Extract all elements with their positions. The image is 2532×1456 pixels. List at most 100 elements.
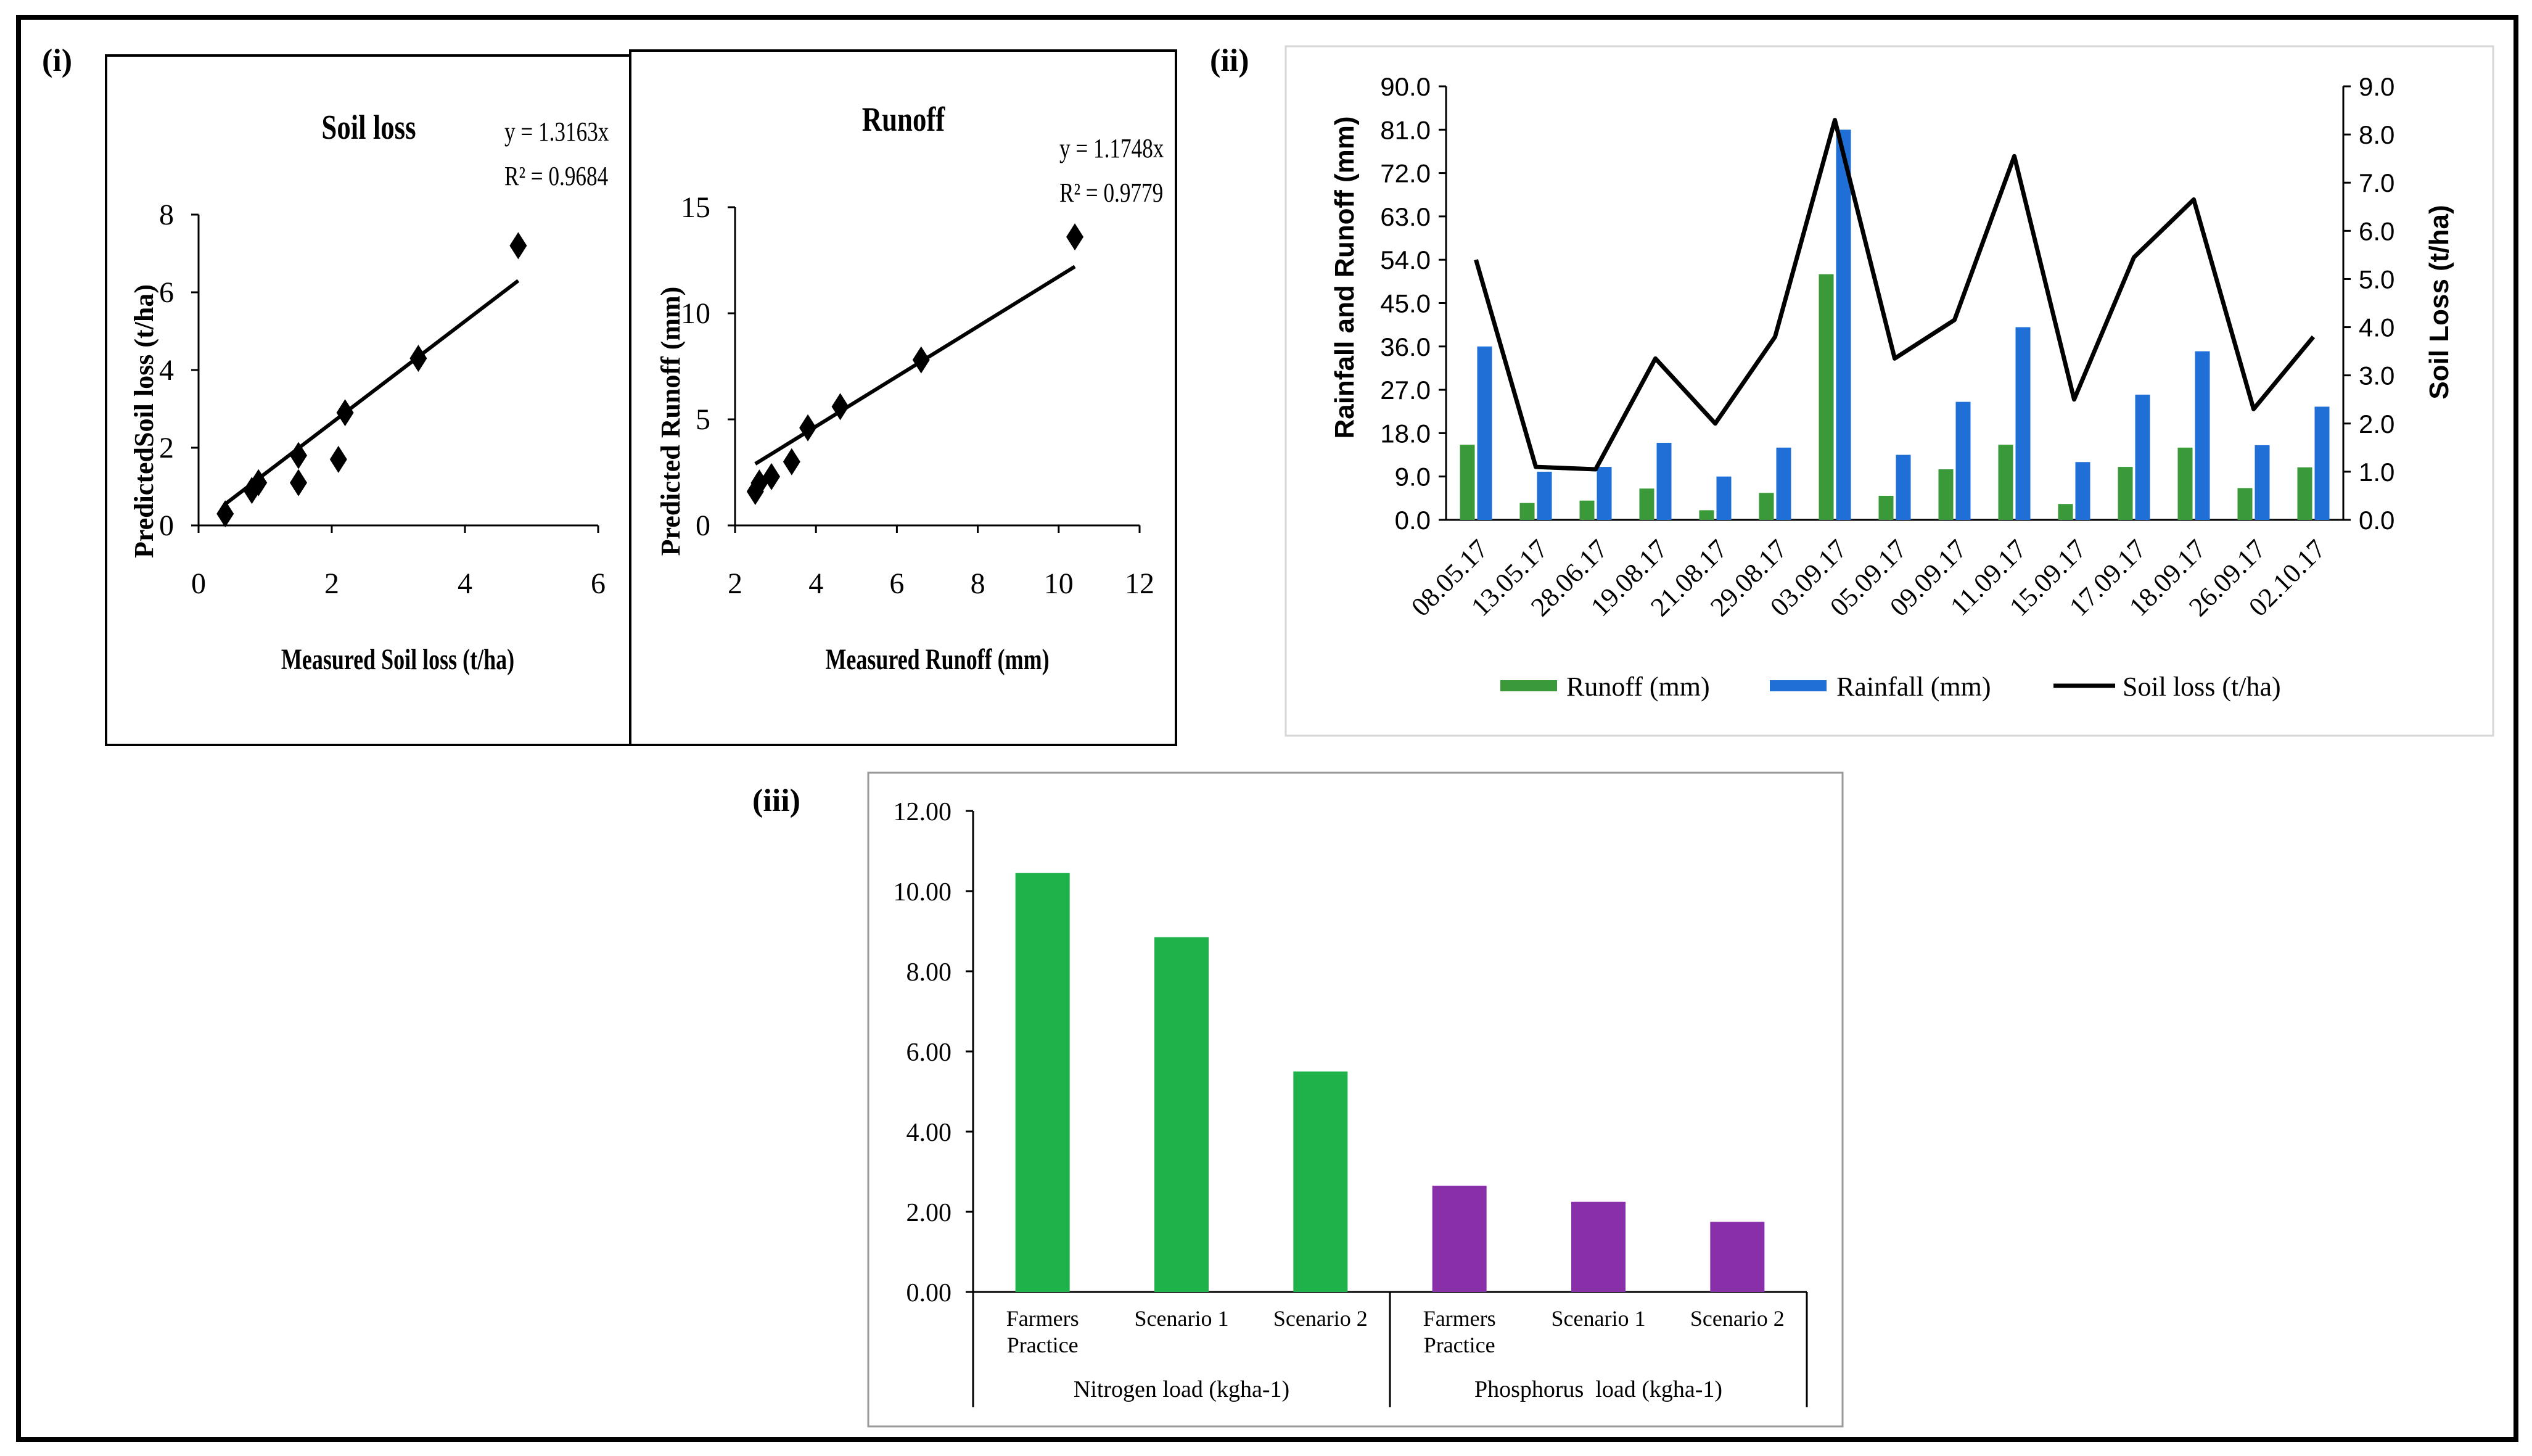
runoff-ytick-label: 0 xyxy=(696,509,710,542)
panel-label-ii: (ii) xyxy=(1210,43,1249,78)
rainfall-bar xyxy=(1656,443,1672,520)
rainfall-ytick-label: 63.0 xyxy=(1380,202,1431,231)
runoff-xtick-label: 6 xyxy=(889,567,904,600)
rainfall-bar xyxy=(1477,346,1492,520)
runoff-bar xyxy=(1519,503,1535,520)
runoff-xtick-label: 4 xyxy=(808,567,823,600)
runoff-bar xyxy=(1579,500,1595,520)
rainfall-y2tick-label: 7.0 xyxy=(2359,168,2394,197)
legend-label-runoff: Runoff (mm) xyxy=(1566,672,1710,702)
soil-loss-chart: Soil loss y = 1.3163x R² = 0.9684 0 2 4 6 0 2… xyxy=(105,54,631,746)
nutrient-ytick-label: 0.00 xyxy=(906,1279,952,1307)
nitrogen-bar xyxy=(1154,937,1209,1292)
soil-loss-data-point xyxy=(409,345,427,372)
legend-swatch-rainfall xyxy=(1770,680,1827,691)
soil-loss-xtick-label: 2 xyxy=(324,567,339,600)
runoff-xtick-label: 12 xyxy=(1125,567,1154,600)
nutrient-category-label: Scenario 2 xyxy=(1690,1306,1785,1331)
nitrogen-bar xyxy=(1293,1071,1348,1292)
runoff-bar xyxy=(1460,445,1475,520)
rainfall-ytick-label: 36.0 xyxy=(1380,332,1431,361)
runoff-xtick-label: 10 xyxy=(1044,567,1074,600)
runoff-xtick-label: 8 xyxy=(971,567,985,600)
runoff-frame xyxy=(629,49,1177,746)
rainfall-chart: 0.0 9.0 18.0 27.0 36.0 45.0 54.0 63.0 72.0 81.0 90… xyxy=(1284,45,2494,737)
rainfall-bar xyxy=(2314,406,2330,520)
soil-loss-data-point xyxy=(336,399,354,427)
runoff-bar xyxy=(1639,488,1654,520)
nutrient-ytick-label: 12.00 xyxy=(894,798,952,826)
runoff-chart: Runoff y = 1.1748x R² = 0.9779 2 4 6 8 10 12 0… xyxy=(629,49,1177,746)
nutrient-category-label: Farmers xyxy=(1006,1306,1079,1331)
runoff-bar xyxy=(1699,510,1714,520)
nutrient-category-label: Scenario 2 xyxy=(1273,1306,1368,1331)
nutrient-ytick-label: 2.00 xyxy=(906,1199,952,1227)
runoff-ytick-label: 5 xyxy=(696,403,710,436)
soil-loss-xlabel: Measured Soil loss (t/ha) xyxy=(281,643,514,676)
soil-loss-ytick-label: 2 xyxy=(159,432,174,464)
rainfall-y2tick-label: 9.0 xyxy=(2359,72,2394,101)
rainfall-y2tick-label: 5.0 xyxy=(2359,265,2394,294)
soil-loss-equation: y = 1.3163x xyxy=(504,116,609,147)
rainfall-y2tick-label: 3.0 xyxy=(2359,361,2394,390)
soil-loss-ytick-label: 8 xyxy=(159,199,174,231)
rainfall-bar xyxy=(1716,476,1732,520)
runoff-data-point xyxy=(799,414,817,442)
rainfall-frame xyxy=(1284,45,2494,737)
rainfall-y2tick-label: 0.0 xyxy=(2359,506,2394,535)
rainfall-ylabel: Rainfall and Runoff (mm) xyxy=(1330,116,1360,438)
nutrient-category-label: Practice xyxy=(1007,1333,1079,1357)
rainfall-y2label: Soil Loss (t/ha) xyxy=(2424,205,2454,399)
rainfall-y2tick-label: 8.0 xyxy=(2359,120,2394,149)
soil-loss-xtick-label: 6 xyxy=(591,567,606,600)
runoff-data-point xyxy=(912,346,930,374)
rainfall-ytick-label: 27.0 xyxy=(1380,376,1431,405)
soil-loss-xtick-label: 4 xyxy=(458,567,472,600)
rainfall-bar xyxy=(1896,454,1911,520)
runoff-bar xyxy=(1938,469,1954,520)
rainfall-ytick-label: 90.0 xyxy=(1380,72,1431,101)
runoff-equation: y = 1.1748x xyxy=(1059,133,1164,163)
runoff-bar xyxy=(1759,493,1774,520)
nutrient-category-label: Scenario 1 xyxy=(1135,1306,1229,1331)
runoff-ytick-label: 15 xyxy=(681,191,710,224)
rainfall-bar xyxy=(2075,462,2090,520)
legend-label-rainfall: Rainfall (mm) xyxy=(1836,672,1991,702)
soil-loss-ytick-label: 0 xyxy=(159,509,174,542)
nitrogen-bar xyxy=(1015,873,1070,1292)
soil-loss-frame xyxy=(105,54,631,746)
rainfall-bar xyxy=(2195,351,2210,520)
soil-loss-data-point xyxy=(509,232,527,260)
rainfall-y2tick-label: 2.0 xyxy=(2359,409,2394,438)
rainfall-ytick-label: 54.0 xyxy=(1380,245,1431,274)
nutrient-group-label-phosphorus: Phosphorus load (kgha-1) xyxy=(1474,1376,1722,1402)
runoff-title: Runoff xyxy=(862,100,945,138)
phosphorus-bar xyxy=(1571,1201,1626,1292)
runoff-xtick-label: 2 xyxy=(728,567,742,600)
rainfall-bar xyxy=(1537,471,1552,520)
runoff-bar xyxy=(2237,488,2253,520)
figure-frame xyxy=(16,15,2518,1442)
runoff-bar xyxy=(1998,445,2013,520)
runoff-data-point xyxy=(763,463,781,490)
runoff-xlabel: Measured Runoff (mm) xyxy=(825,643,1049,676)
runoff-ytick-label: 10 xyxy=(681,297,710,330)
nutrient-group-label-nitrogen: Nitrogen load (kgha-1) xyxy=(1074,1376,1289,1402)
soil-loss-data-point xyxy=(216,500,234,528)
rainfall-ytick-label: 9.0 xyxy=(1395,463,1431,492)
soil-loss-ytick-label: 4 xyxy=(159,354,174,387)
runoff-bar xyxy=(2297,467,2312,520)
nutrient-ytick-label: 6.00 xyxy=(906,1039,952,1067)
runoff-data-point xyxy=(783,448,800,475)
rainfall-ytick-label: 72.0 xyxy=(1380,159,1431,188)
rainfall-bar xyxy=(1597,467,1612,520)
soil-loss-data-point xyxy=(290,442,307,469)
soil-loss-series-line xyxy=(1474,118,2316,472)
rainfall-bar xyxy=(2255,445,2270,520)
legend-label-soilloss: Soil loss (t/ha) xyxy=(2123,672,2281,702)
soil-loss-xtick-label: 0 xyxy=(191,567,206,600)
phosphorus-bar xyxy=(1432,1185,1487,1292)
nutrient-ytick-label: 4.00 xyxy=(906,1119,952,1147)
nutrient-frame xyxy=(867,771,1844,1428)
